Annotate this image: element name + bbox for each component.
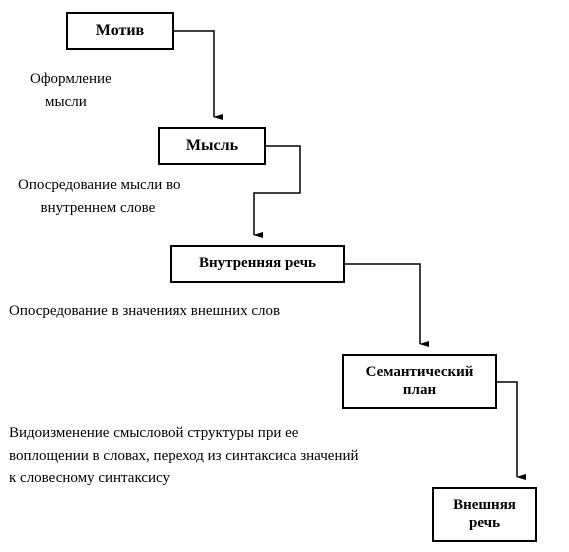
- node-motive: Мотив: [66, 12, 174, 50]
- caption-forming-thought: Оформление мысли: [30, 68, 230, 113]
- caption-c4-line2: воплощении в словах, переход из синтакси…: [9, 448, 359, 464]
- caption-structure-transform: Видоизменение смысловой структуры при ее…: [9, 422, 419, 490]
- node-thought-label: Мысль: [186, 137, 238, 155]
- caption-c2-line1: Опосредование мысли во: [18, 177, 180, 193]
- node-motive-label: Мотив: [96, 22, 144, 40]
- node-inner-speech: Внутренняя речь: [170, 245, 345, 283]
- caption-c2-line2: внутреннем слове: [41, 200, 156, 216]
- caption-c1-line2: мысли: [45, 94, 87, 110]
- node-outer-speech: Внешняя речь: [432, 487, 537, 542]
- node-semantic-plan-label: Семантический план: [348, 364, 491, 399]
- caption-c4-line3: к словесному синтаксису: [9, 470, 170, 486]
- caption-mediation-outer-word: Опосредование в значениях внешних слов: [9, 300, 369, 323]
- caption-c1-line1: Оформление: [30, 71, 112, 87]
- node-outer-speech-label: Внешняя речь: [438, 497, 531, 532]
- node-semantic-plan: Семантический план: [342, 354, 497, 409]
- edge-semantic-to-outer: [497, 382, 517, 477]
- node-inner-speech-label: Внутренняя речь: [199, 255, 316, 272]
- caption-c4-line1: Видоизменение смысловой структуры при ее: [9, 425, 298, 441]
- caption-c3-line1: Опосредование в значениях внешних слов: [9, 303, 280, 319]
- node-thought: Мысль: [158, 127, 266, 165]
- caption-mediation-inner-word: Опосредование мысли во внутреннем слове: [18, 174, 278, 219]
